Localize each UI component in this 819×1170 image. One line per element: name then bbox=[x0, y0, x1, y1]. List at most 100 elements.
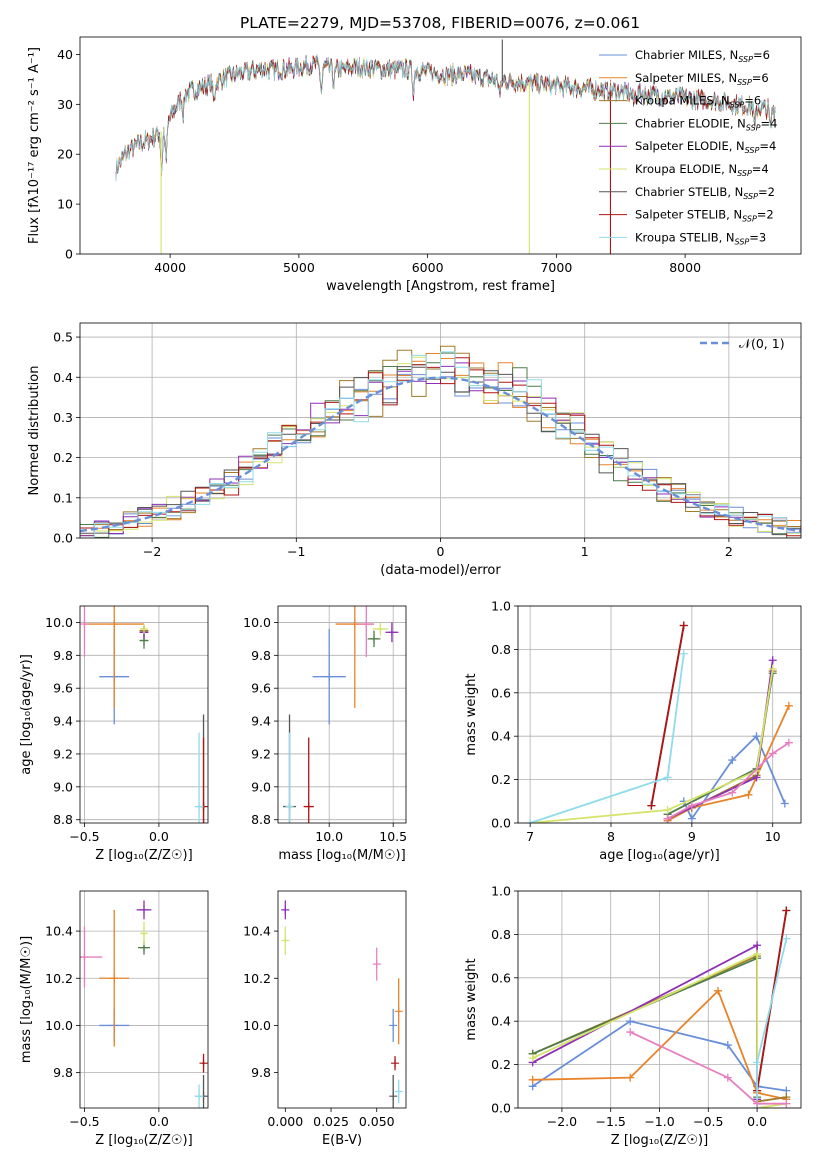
data-point-7 bbox=[195, 1092, 204, 1101]
y-tick-label: 9.8 bbox=[53, 648, 73, 663]
data-point-5 bbox=[391, 1059, 400, 1068]
y-tick-label: 9.6 bbox=[53, 681, 73, 696]
plot-area bbox=[80, 900, 208, 1108]
y-tick-label: 9.4 bbox=[251, 714, 271, 729]
x-tick-label: 0.0 bbox=[149, 829, 169, 844]
series-line-7 bbox=[650, 625, 685, 806]
x-tick-label: 5000 bbox=[283, 260, 315, 275]
chart-residuals: −2 −1 0 1 2 0.0 0.1 0.2 0.3 0.4 0.5 (data-model)/er… bbox=[27, 322, 802, 578]
x-tick-label: 6000 bbox=[412, 260, 444, 275]
y-tick-label: 0.0 bbox=[491, 1101, 511, 1116]
series-point bbox=[768, 749, 777, 758]
series-line-9 bbox=[629, 1031, 787, 1105]
y-tick-label: 9.2 bbox=[53, 746, 73, 761]
series-line-8 bbox=[756, 938, 788, 1108]
chart-age_vs_Z: −0.5 0.0 8.8 9.0 9.2 9.4 9.6 9.8 10.0 Z [log₁₀(Z/… bbox=[19, 605, 209, 863]
y-tick-label: 10 bbox=[57, 197, 73, 212]
series-point bbox=[626, 1017, 635, 1026]
series-point bbox=[687, 801, 696, 810]
legend-item-1: Salpeter MILES, NSSP=6 bbox=[635, 71, 769, 87]
series-point bbox=[753, 949, 762, 958]
y-tick-label: 10.0 bbox=[45, 1018, 73, 1033]
data-point-1 bbox=[110, 620, 119, 629]
data-point-0 bbox=[389, 1021, 398, 1030]
x-tick-label: 8000 bbox=[669, 260, 701, 275]
data-point-7 bbox=[285, 802, 294, 811]
x-tick-label: 10.0 bbox=[315, 829, 343, 844]
y-tick-label: 10.4 bbox=[45, 924, 73, 939]
x-tick-label: 0.025 bbox=[313, 1114, 349, 1129]
plot-area bbox=[281, 900, 403, 1108]
y-tick-label: 0.1 bbox=[53, 490, 73, 505]
chart-title: PLATE=2279, MJD=53708, FIBERID=0076, z=0… bbox=[240, 14, 640, 32]
x-tick-label: 7 bbox=[526, 829, 534, 844]
x-tick-label: −1.5 bbox=[596, 1114, 626, 1129]
y-axis-label: age [log₁₀(age/yr)] bbox=[19, 654, 34, 775]
y-tick-label: 0.8 bbox=[491, 927, 511, 942]
legend-item-0: Chabrier MILES, NSSP=6 bbox=[635, 48, 770, 64]
x-axis-label: Z [log₁₀(Z/Z☉)] bbox=[611, 1133, 708, 1148]
x-tick-label: 0.050 bbox=[359, 1114, 395, 1129]
legend-item-3: Chabrier ELODIE, NSSP=4 bbox=[635, 116, 777, 132]
x-tick-label: 8 bbox=[607, 829, 615, 844]
y-axis-label: Normed distribution bbox=[27, 366, 42, 496]
x-tick-label: −2 bbox=[143, 544, 161, 559]
legend-item-4: Salpeter ELODIE, NSSP=4 bbox=[635, 139, 776, 155]
x-tick-label: 0 bbox=[437, 544, 445, 559]
y-tick-label: 0.0 bbox=[491, 816, 511, 831]
series-point bbox=[663, 814, 672, 823]
x-tick-label: −0.5 bbox=[693, 1114, 723, 1129]
data-point-6 bbox=[304, 802, 313, 811]
y-tick-label: 0.4 bbox=[491, 1014, 511, 1029]
y-tick-label: 0.5 bbox=[53, 330, 73, 345]
series-point bbox=[728, 756, 737, 765]
y-tick-label: 9.2 bbox=[251, 746, 271, 761]
series-point bbox=[753, 1058, 762, 1067]
axes-frame bbox=[79, 605, 209, 824]
plot-area bbox=[80, 345, 801, 538]
axes-frame bbox=[79, 890, 209, 1109]
chart-mass_vs_ebv: 0.000 0.025 0.050 9.8 10.0 10.2 10.4 E(B-V) bbox=[243, 890, 407, 1148]
x-axis-label: age [log₁₀(age/yr)] bbox=[599, 848, 720, 863]
axes-frame bbox=[517, 605, 802, 824]
legend: Chabrier MILES, NSSP=6 Salpeter MILES, NS… bbox=[599, 48, 777, 246]
y-tick-label: 1.0 bbox=[491, 884, 511, 899]
data-point-2 bbox=[281, 905, 290, 914]
axes-frame bbox=[277, 890, 407, 1109]
data-point-1 bbox=[110, 974, 119, 983]
normal-curve bbox=[80, 376, 801, 533]
series-point bbox=[782, 934, 791, 943]
y-tick-label: 30 bbox=[57, 97, 73, 112]
y-tick-label: 10.2 bbox=[45, 971, 73, 986]
y-tick-label: 0.8 bbox=[491, 642, 511, 657]
y-tick-label: 0.2 bbox=[491, 772, 511, 787]
chart-spectrum: 4000 5000 6000 7000 8000 0 10 20 30 40 wavelength … bbox=[27, 36, 802, 294]
series-point bbox=[782, 1099, 791, 1108]
series-line-5 bbox=[532, 952, 787, 1108]
spectrum-line-8 bbox=[115, 54, 776, 181]
series-point bbox=[768, 664, 777, 673]
series-point bbox=[679, 649, 688, 658]
y-tick-label: 10.2 bbox=[243, 971, 271, 986]
y-tick-label: 9.0 bbox=[53, 779, 73, 794]
y-tick-label: 0.4 bbox=[491, 729, 511, 744]
series-point bbox=[526, 819, 535, 823]
series-point bbox=[714, 986, 723, 995]
series-point bbox=[687, 814, 696, 823]
y-tick-label: 0.0 bbox=[53, 531, 73, 546]
x-tick-label: −0.5 bbox=[69, 829, 99, 844]
data-point-2 bbox=[370, 634, 378, 643]
legend-item-2: Kroupa MILES, NSSP=6 bbox=[635, 94, 761, 110]
legend-item-5: Kroupa ELODIE, NSSP=4 bbox=[635, 162, 769, 178]
data-point-9 bbox=[80, 620, 89, 629]
y-tick-label: 9.4 bbox=[53, 714, 73, 729]
y-tick-label: 8.8 bbox=[53, 812, 73, 827]
legend-item: 𝒩(0, 1) bbox=[739, 336, 785, 351]
series-point bbox=[784, 701, 793, 710]
data-point-3 bbox=[387, 628, 396, 637]
y-axis-label: mass weight bbox=[464, 958, 479, 1040]
series-point bbox=[752, 732, 761, 741]
x-axis-label: (data-model)/error bbox=[380, 563, 501, 578]
x-tick-label: 1 bbox=[581, 544, 589, 559]
